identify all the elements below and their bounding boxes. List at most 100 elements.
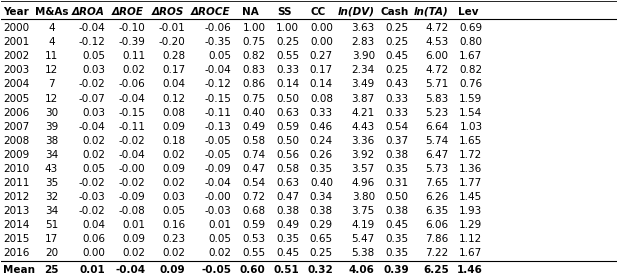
Text: 0.80: 0.80 [460, 37, 483, 47]
Text: 32: 32 [45, 192, 58, 202]
Text: 1.54: 1.54 [459, 108, 483, 118]
Text: 0.53: 0.53 [242, 234, 265, 244]
Text: -0.05: -0.05 [205, 136, 232, 146]
Text: 0.33: 0.33 [386, 94, 408, 104]
Text: 0.50: 0.50 [276, 136, 299, 146]
Text: 1.29: 1.29 [459, 220, 483, 230]
Text: 3.57: 3.57 [352, 164, 375, 174]
Text: 0.32: 0.32 [307, 265, 333, 275]
Text: -0.02: -0.02 [78, 178, 105, 188]
Text: 0.51: 0.51 [273, 265, 299, 275]
Text: 0.02: 0.02 [163, 249, 185, 259]
Text: 3.75: 3.75 [352, 206, 375, 216]
Text: 12: 12 [45, 94, 58, 104]
Text: 6.25: 6.25 [423, 265, 449, 275]
Text: 0.05: 0.05 [208, 234, 232, 244]
Text: 0.59: 0.59 [242, 220, 265, 230]
Text: ΔROA: ΔROA [72, 7, 104, 17]
Text: 2014: 2014 [3, 220, 30, 230]
Text: 0.45: 0.45 [386, 220, 408, 230]
Text: 0.75: 0.75 [242, 37, 265, 47]
Text: 0.49: 0.49 [242, 122, 265, 132]
Text: -0.01: -0.01 [159, 23, 185, 33]
Text: Mean: Mean [3, 265, 35, 275]
Text: 2008: 2008 [3, 136, 30, 146]
Text: -0.02: -0.02 [78, 206, 105, 216]
Text: 7.65: 7.65 [425, 178, 449, 188]
Text: -0.05: -0.05 [201, 265, 232, 275]
Text: 5.71: 5.71 [425, 80, 449, 90]
Text: 0.86: 0.86 [242, 80, 265, 90]
Text: 0.25: 0.25 [386, 23, 408, 33]
Text: 4.19: 4.19 [352, 220, 375, 230]
Text: 30: 30 [45, 108, 58, 118]
Text: 6.35: 6.35 [425, 206, 449, 216]
Text: 3.80: 3.80 [352, 192, 375, 202]
Text: 0.49: 0.49 [276, 220, 299, 230]
Text: SS: SS [277, 7, 292, 17]
Text: 0.09: 0.09 [163, 122, 185, 132]
Text: 0.09: 0.09 [122, 234, 145, 244]
Text: 4.53: 4.53 [425, 37, 449, 47]
Text: 0.25: 0.25 [386, 65, 408, 75]
Text: 2012: 2012 [3, 192, 30, 202]
Text: 25: 25 [44, 265, 59, 275]
Text: 2013: 2013 [3, 206, 30, 216]
Text: -0.15: -0.15 [205, 94, 232, 104]
Text: 3.49: 3.49 [352, 80, 375, 90]
Text: -0.00: -0.00 [119, 164, 145, 174]
Text: 0.55: 0.55 [242, 249, 265, 259]
Text: 7.86: 7.86 [425, 234, 449, 244]
Text: -0.11: -0.11 [119, 122, 145, 132]
Text: -0.04: -0.04 [119, 94, 145, 104]
Text: -0.06: -0.06 [119, 80, 145, 90]
Text: 11: 11 [45, 51, 58, 61]
Text: 0.59: 0.59 [276, 122, 299, 132]
Text: 0.02: 0.02 [82, 150, 105, 160]
Text: 1.77: 1.77 [459, 178, 483, 188]
Text: 0.03: 0.03 [82, 108, 105, 118]
Text: 6.00: 6.00 [426, 51, 449, 61]
Text: 2010: 2010 [3, 164, 30, 174]
Text: 0.29: 0.29 [310, 220, 333, 230]
Text: 0.09: 0.09 [159, 265, 185, 275]
Text: 2001: 2001 [3, 37, 30, 47]
Text: 0.23: 0.23 [162, 234, 185, 244]
Text: 0.05: 0.05 [82, 164, 105, 174]
Text: Year: Year [3, 7, 29, 17]
Text: -0.09: -0.09 [119, 192, 145, 202]
Text: 1.72: 1.72 [459, 150, 483, 160]
Text: 35: 35 [45, 178, 58, 188]
Text: -0.04: -0.04 [205, 178, 232, 188]
Text: 2016: 2016 [3, 249, 30, 259]
Text: 5.83: 5.83 [425, 94, 449, 104]
Text: 4.43: 4.43 [352, 122, 375, 132]
Text: 3.63: 3.63 [352, 23, 375, 33]
Text: 0.34: 0.34 [310, 192, 333, 202]
Text: 0.54: 0.54 [386, 122, 408, 132]
Text: 0.16: 0.16 [162, 220, 185, 230]
Text: 0.33: 0.33 [386, 108, 408, 118]
Text: 2006: 2006 [3, 108, 30, 118]
Text: 5.23: 5.23 [425, 108, 449, 118]
Text: 0.38: 0.38 [310, 206, 333, 216]
Text: 4: 4 [48, 37, 55, 47]
Text: 2011: 2011 [3, 178, 30, 188]
Text: 0.01: 0.01 [208, 220, 232, 230]
Text: 1.00: 1.00 [276, 23, 299, 33]
Text: 0.02: 0.02 [163, 178, 185, 188]
Text: 0.00: 0.00 [310, 37, 333, 47]
Text: 0.28: 0.28 [162, 51, 185, 61]
Text: 0.02: 0.02 [82, 136, 105, 146]
Text: -0.00: -0.00 [205, 192, 232, 202]
Text: 0.06: 0.06 [82, 234, 105, 244]
Text: 6.47: 6.47 [425, 150, 449, 160]
Text: 0.09: 0.09 [163, 164, 185, 174]
Text: 34: 34 [45, 150, 58, 160]
Text: 0.38: 0.38 [386, 150, 408, 160]
Text: -0.08: -0.08 [119, 206, 145, 216]
Text: 1.46: 1.46 [457, 265, 483, 275]
Text: 0.38: 0.38 [386, 206, 408, 216]
Text: -0.03: -0.03 [78, 192, 105, 202]
Text: -0.11: -0.11 [205, 108, 232, 118]
